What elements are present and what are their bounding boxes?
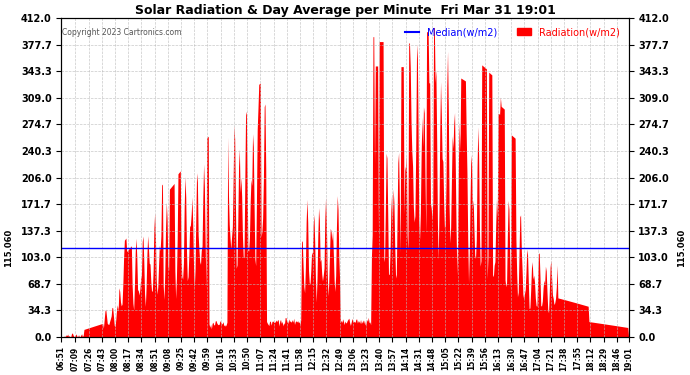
Text: Copyright 2023 Cartronics.com: Copyright 2023 Cartronics.com — [62, 28, 181, 37]
Title: Solar Radiation & Day Average per Minute  Fri Mar 31 19:01: Solar Radiation & Day Average per Minute… — [135, 4, 555, 17]
Text: 115.060: 115.060 — [677, 229, 686, 267]
Legend: Median(w/m2), Radiation(w/m2): Median(w/m2), Radiation(w/m2) — [401, 23, 624, 41]
Text: 115.060: 115.060 — [4, 229, 13, 267]
